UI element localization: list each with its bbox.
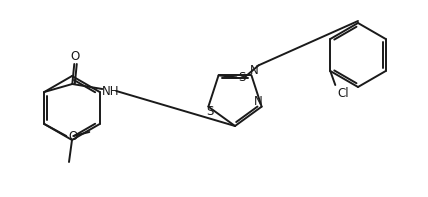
Text: S: S (207, 105, 214, 118)
Text: O: O (68, 130, 78, 143)
Text: Cl: Cl (337, 86, 349, 99)
Text: N: N (254, 95, 263, 108)
Text: N: N (250, 64, 259, 77)
Text: NH: NH (101, 85, 119, 98)
Text: O: O (71, 49, 80, 62)
Text: S: S (238, 71, 245, 84)
